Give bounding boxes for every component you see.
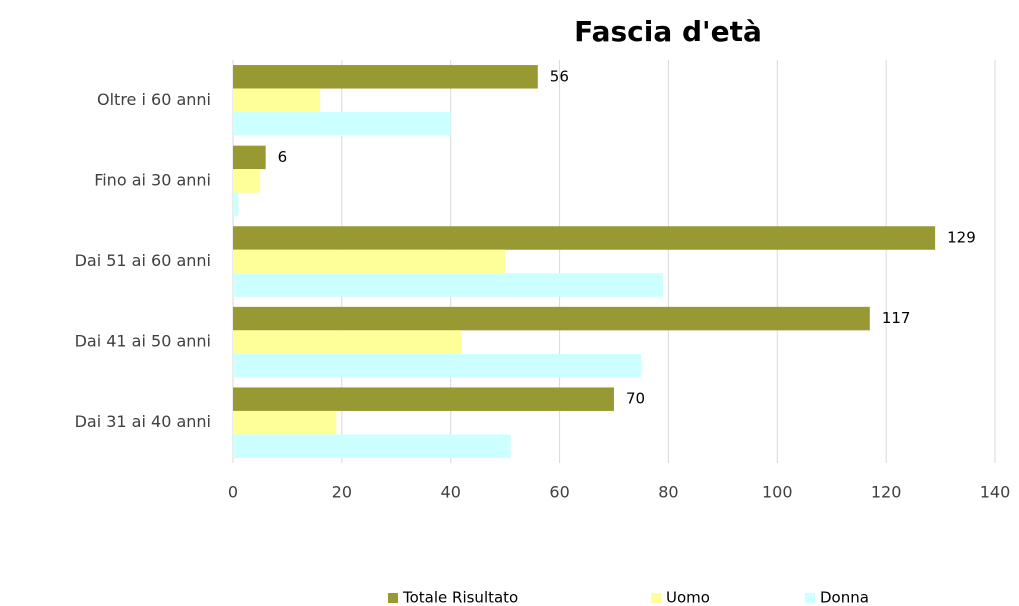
legend-label: Totale Risultato — [402, 589, 518, 606]
chart-title: Fascia d'età — [574, 15, 762, 48]
x-tick-label: 60 — [549, 483, 569, 502]
x-tick-label: 120 — [871, 483, 902, 502]
data-label: 56 — [550, 67, 569, 85]
data-label: 117 — [882, 309, 911, 327]
bar — [233, 353, 642, 378]
y-tick-label: Dai 51 ai 60 anni — [75, 251, 211, 270]
bar — [233, 65, 538, 89]
legend-label: Donna — [820, 589, 869, 606]
bar — [233, 112, 451, 136]
x-tick-label: 20 — [332, 483, 352, 502]
bar — [233, 88, 321, 113]
legend-swatch — [805, 593, 815, 603]
x-tick-label: 100 — [762, 483, 793, 502]
x-tick-label: 80 — [658, 483, 678, 502]
y-tick-label: Dai 31 ai 40 anni — [75, 412, 211, 431]
bar — [233, 273, 663, 297]
x-tick-label: 140 — [980, 483, 1011, 502]
x-tick-label: 40 — [441, 483, 461, 502]
bar — [233, 169, 261, 193]
bar — [233, 226, 936, 250]
bar — [233, 192, 239, 217]
y-tick-label: Dai 41 ai 50 anni — [75, 332, 211, 351]
bar — [233, 330, 462, 354]
y-tick-label: Fino ai 30 anni — [94, 170, 211, 189]
legend-label: Uomo — [666, 589, 710, 606]
data-label: 129 — [947, 229, 976, 247]
data-label: 70 — [626, 390, 645, 408]
bar — [233, 145, 266, 170]
x-tick-label: 0 — [228, 483, 238, 502]
legend-swatch — [651, 593, 661, 603]
bar — [233, 387, 614, 411]
bar — [233, 434, 511, 458]
data-label: 6 — [278, 148, 288, 166]
legend-swatch — [388, 593, 398, 603]
bar — [233, 306, 870, 331]
bar — [233, 249, 506, 274]
y-tick-label: Oltre i 60 anni — [97, 90, 211, 109]
bar — [233, 410, 337, 435]
